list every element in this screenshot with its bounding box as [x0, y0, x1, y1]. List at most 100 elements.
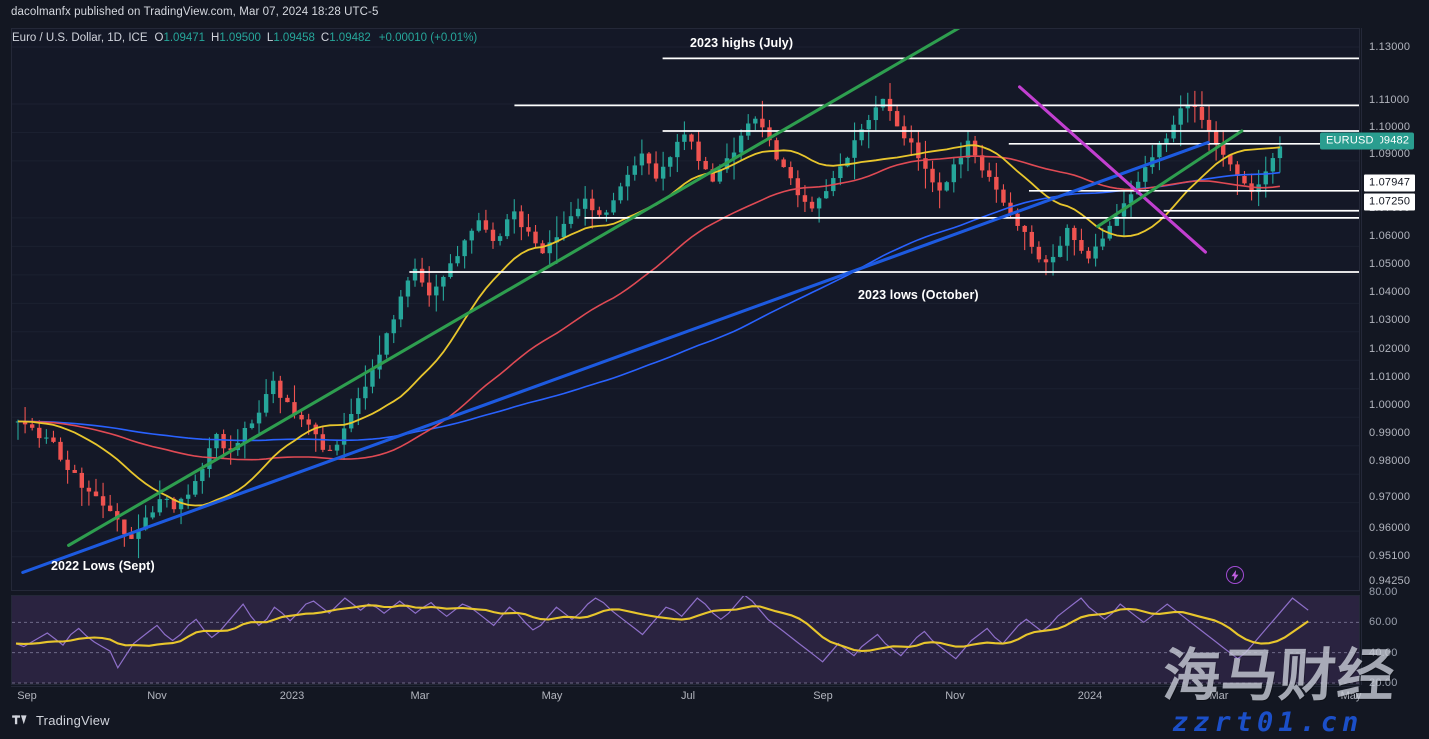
candle-body — [115, 511, 120, 520]
candle-body — [1206, 119, 1212, 131]
candle-body — [802, 195, 808, 202]
candle-body — [72, 469, 77, 473]
candle-body — [1143, 167, 1148, 182]
candle-body — [625, 174, 630, 187]
candle-body — [760, 118, 765, 128]
candle-body — [611, 200, 616, 213]
candle-body — [1178, 108, 1183, 125]
rsi-band — [12, 596, 1359, 683]
candle-body — [122, 519, 127, 535]
candle-body — [944, 182, 949, 191]
candle-body — [526, 227, 531, 232]
candle-body — [37, 427, 42, 439]
candle-body — [1107, 225, 1112, 239]
time-axis-divider — [11, 686, 1360, 687]
tradingview-branding: TradingView — [12, 713, 110, 728]
candle-body — [1079, 240, 1084, 251]
candle-body — [873, 107, 879, 121]
candle-body — [150, 512, 155, 518]
candle-body — [377, 354, 382, 370]
trend-line[interactable] — [1018, 85, 1207, 254]
candle-body — [263, 394, 269, 413]
candle-body — [618, 186, 623, 201]
candle-body — [426, 282, 432, 296]
price-axis-divider — [1361, 28, 1362, 685]
candle-body — [1001, 189, 1006, 203]
candle-body — [242, 428, 248, 443]
candle-body — [824, 191, 829, 199]
price-tick-label: 1.03000 — [1369, 314, 1411, 326]
candle-body — [1100, 238, 1105, 247]
price-tick-label: 1.10000 — [1369, 121, 1411, 133]
price-level-tag[interactable]: 1.07947 — [1364, 174, 1416, 192]
candle-body — [689, 134, 694, 142]
candle-body — [22, 421, 28, 425]
candle-body — [838, 166, 843, 179]
candle-body — [228, 448, 233, 451]
candle-body — [1263, 171, 1268, 185]
attribution-bar: dacolmanfx published on TradingView.com,… — [0, 0, 1429, 24]
candle-body — [590, 198, 595, 211]
trend-line[interactable] — [1096, 129, 1244, 228]
candle-body — [1213, 130, 1219, 145]
candle-body — [930, 168, 935, 183]
candle-body — [1072, 227, 1077, 241]
rsi-moving-average-line — [15, 604, 1309, 653]
tradingview-label: TradingView — [36, 713, 110, 728]
candle-body — [1015, 213, 1020, 226]
price-tick-label: 1.05000 — [1369, 258, 1411, 270]
tradingview-logo-icon — [12, 715, 27, 725]
candle-body — [356, 398, 361, 414]
candle-body — [462, 240, 467, 257]
lightning-bolt-icon[interactable] — [1226, 566, 1244, 584]
candle-body — [781, 159, 786, 168]
lightning-bolt-glyph — [1231, 569, 1239, 581]
price-tick-label: 1.02000 — [1369, 343, 1411, 355]
candle-body — [193, 481, 198, 495]
candle-body — [987, 170, 992, 177]
price-level-tag[interactable]: 1.07250 — [1364, 193, 1416, 211]
candle-body — [164, 498, 170, 500]
candle-body — [597, 210, 602, 215]
candle-body — [313, 424, 318, 435]
candle-body — [809, 201, 815, 209]
price-axis[interactable]: 1.130001.110001.100001.090001.070001.060… — [1361, 28, 1429, 689]
candle-body — [412, 268, 418, 281]
candle-body — [519, 211, 524, 228]
candle-body — [859, 129, 864, 141]
candle-body — [1057, 245, 1063, 257]
rsi-indicator-pane[interactable] — [11, 595, 1360, 685]
candle-body — [256, 412, 262, 424]
candle-body — [512, 211, 517, 220]
candlestick-series — [15, 83, 1283, 559]
candle-body — [923, 158, 928, 169]
candle-body — [214, 434, 219, 449]
time-tick-label: 2023 — [279, 690, 305, 702]
candle-body — [533, 231, 538, 244]
rsi-tick-label: 80.00 — [1369, 586, 1398, 598]
candle-body — [44, 437, 49, 439]
time-axis[interactable]: Sep Nov 2023 Mar May Jul Sep Nov 2024 Mar May — [11, 686, 1361, 708]
candle-body — [604, 212, 609, 215]
candle-body — [639, 153, 645, 166]
trend-line[interactable] — [67, 29, 963, 547]
candle-body — [1093, 246, 1098, 259]
candle-body — [561, 223, 567, 238]
candle-body — [582, 198, 588, 209]
price-tick-label: 0.99000 — [1369, 427, 1411, 439]
candle-body — [660, 166, 666, 179]
candle-body — [703, 160, 708, 170]
candle-body — [391, 319, 396, 334]
rsi-line — [15, 596, 1309, 670]
candle-body — [200, 468, 205, 482]
trend-line[interactable] — [21, 140, 1210, 575]
candle-body — [1270, 158, 1276, 172]
time-tick-label: Mar — [1209, 690, 1229, 702]
symbol-price-tag[interactable]: EURUSD — [1320, 132, 1380, 150]
candle-body — [795, 178, 801, 196]
candle-body — [476, 220, 482, 231]
candle-body — [398, 296, 404, 320]
candle-body — [129, 534, 134, 539]
price-chart-pane[interactable] — [11, 28, 1360, 591]
candle-body — [327, 449, 333, 451]
